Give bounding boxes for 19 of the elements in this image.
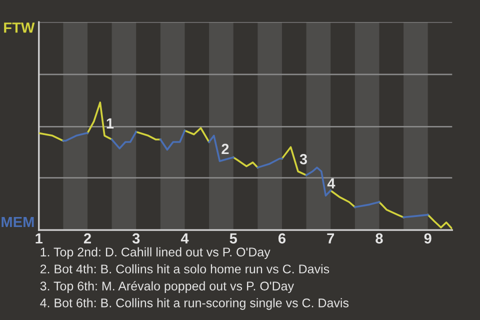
x-tick-label: 1 — [36, 233, 43, 244]
ref-line-label: FTW — [4, 22, 35, 33]
x-tick-label: 3 — [132, 233, 140, 244]
x-tick-label: 8 — [376, 233, 383, 244]
annotation: 4 — [327, 178, 336, 188]
x-tick-label: 6 — [278, 233, 286, 244]
x-tick-label: 2 — [84, 233, 91, 244]
ref-line-label: MEM — [2, 217, 34, 228]
x-tick-label: 4 — [180, 233, 189, 244]
annotation: 3 — [300, 154, 308, 164]
x-tick-label: 7 — [327, 233, 334, 244]
annotation: 2 — [222, 144, 229, 154]
x-tick-label: 5 — [230, 233, 238, 244]
x-tick-label: 9 — [424, 233, 432, 244]
text: 3. Top 6th: M. Arévalo popped out vs P. O'Day — [40, 281, 294, 293]
annotation: 1 — [106, 118, 114, 128]
text: 2. Bot 4th: B. Collins hit a solo home run vs C. Davis — [40, 264, 330, 274]
text: 4. Bot 6th: B. Collins hit a run-scoring single vs C. Davis — [40, 298, 349, 310]
text: 1. Top 2nd: D. Cahill lined out vs P. O'Day — [40, 247, 270, 259]
